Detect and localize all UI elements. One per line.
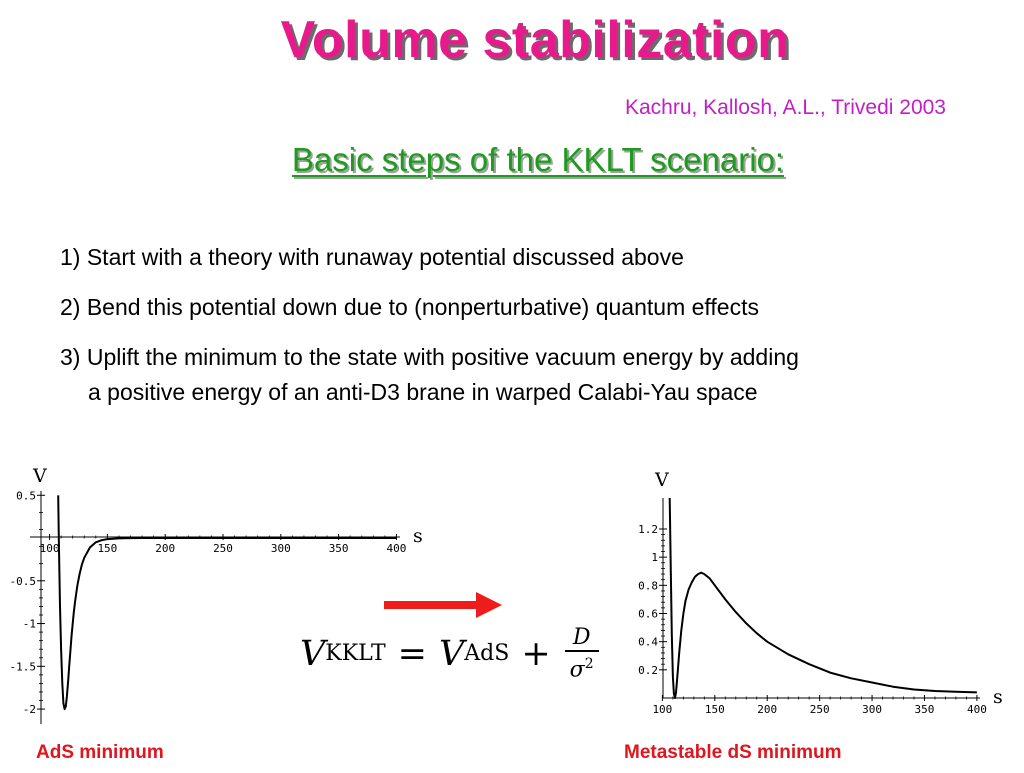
formula-equals: =	[397, 633, 427, 674]
x-tick-label: 350	[915, 703, 935, 716]
x-tick-label: 200	[155, 542, 175, 555]
x-tick-label: 150	[705, 703, 725, 716]
y-tick-label: -0.5	[10, 575, 37, 588]
arrow-head	[476, 592, 502, 618]
y-tick-label: 1	[651, 551, 658, 564]
step-item: 2) Bend this potential down due to (nonp…	[60, 290, 1010, 325]
y-tick-label: -2	[23, 703, 36, 716]
y-tick-label: 0.6	[638, 607, 658, 620]
y-tick-label: 0.5	[16, 489, 36, 502]
formula-rhs-var: V	[438, 633, 465, 674]
x-tick-label: 200	[757, 703, 777, 716]
y-tick-label: -1.5	[10, 660, 37, 673]
citation: Kachru, Kallosh, A.L., Trivedi 2003	[624, 96, 946, 119]
x-tick-label: 350	[329, 542, 349, 555]
x-tick-label: 250	[213, 542, 233, 555]
y-tick-label: 0.2	[638, 664, 658, 677]
right-arrow-icon	[384, 592, 504, 622]
arrow-shaft	[384, 601, 478, 609]
x-tick-label: 300	[271, 542, 291, 555]
formula-den-exp: 2	[584, 655, 594, 672]
formula-den-var: σ	[569, 656, 585, 682]
potential-curve	[668, 497, 977, 699]
fraction-bar	[564, 650, 599, 652]
x-tick-label: 100	[40, 542, 60, 555]
step-text: 2) Bend this potential down due to (nonp…	[60, 294, 759, 320]
x-tick-label: 400	[387, 542, 407, 555]
formula-denominator: σ2	[570, 652, 594, 682]
step-item: 3) Uplift the minimum to the state with …	[60, 340, 1010, 410]
potential-curve	[57, 495, 397, 711]
formula-numerator: D	[572, 625, 591, 650]
x-tick-label: 250	[810, 703, 830, 716]
kklt-formula: V KKLT = V AdS + D σ2	[300, 626, 599, 682]
caption-ads-minimum: AdS minimum	[36, 742, 164, 763]
formula-lhs-var: V	[300, 633, 326, 674]
y-axis-label: V	[654, 469, 669, 491]
step-text: 3) Uplift the minimum to the state with …	[60, 344, 799, 370]
formula-plus: +	[521, 633, 551, 674]
step-item: 1) Start with a theory with runaway pote…	[60, 240, 1010, 275]
x-tick-label: 300	[862, 703, 882, 716]
caption-ds-minimum: Metastable dS minimum	[624, 742, 842, 763]
slide-title: Volume stabilization	[280, 11, 790, 69]
y-tick-label: -1	[23, 618, 36, 631]
x-tick-label: 100	[652, 703, 672, 716]
y-axis-label: V	[32, 465, 47, 487]
x-axis-label: s	[993, 686, 1003, 708]
step-text: 1) Start with a theory with runaway pote…	[60, 244, 684, 270]
section-subtitle: Basic steps of the KKLT scenario:	[291, 141, 785, 178]
steps-list: 1) Start with a theory with runaway pote…	[60, 240, 1010, 410]
x-axis-label: s	[413, 525, 423, 547]
y-tick-label: 1.2	[638, 523, 658, 536]
x-tick-label: 150	[97, 542, 117, 555]
formula-lhs-sub: KKLT	[325, 641, 386, 667]
formula-rhs-sub: AdS	[464, 641, 510, 667]
formula-fraction: D σ2	[564, 625, 599, 682]
y-tick-label: 0.4	[638, 636, 658, 649]
y-tick-label: 0.8	[638, 579, 658, 592]
step-text-continuation: a positive energy of an anti-D3 brane in…	[88, 379, 758, 405]
x-tick-label: 400	[967, 703, 987, 716]
